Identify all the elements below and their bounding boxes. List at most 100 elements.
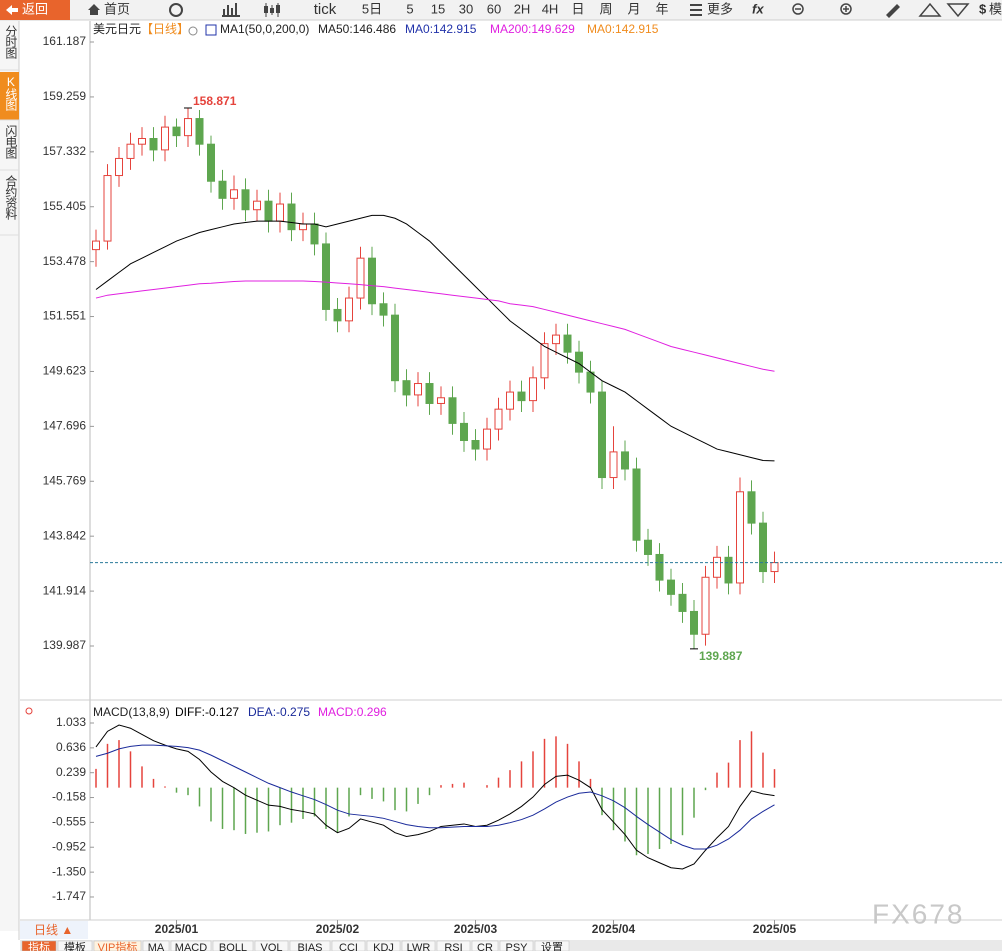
candle-body — [368, 257, 376, 305]
tab-button[interactable] — [289, 940, 331, 951]
y-tick-label: 147.696 — [43, 419, 87, 433]
period-button[interactable]: 60 — [487, 1, 501, 16]
more-label[interactable]: 更多 — [707, 1, 733, 16]
last-label[interactable]: 模 — [989, 1, 1002, 16]
period-button[interactable]: 周 — [599, 1, 612, 16]
zoom-in-icon[interactable] — [840, 3, 852, 15]
sidebar-item[interactable]: K线图 — [4, 75, 18, 111]
diff-legend: DIFF:-0.127 — [175, 705, 239, 719]
sidebar-active — [0, 72, 19, 120]
tab-label[interactable]: KDJ — [373, 942, 394, 951]
legend-name: DEA — [248, 705, 273, 719]
candle-body — [184, 118, 192, 137]
candle-body — [92, 240, 100, 251]
candle-body — [276, 203, 284, 222]
candle-body — [667, 579, 675, 595]
watermark: FX678 — [872, 898, 965, 929]
macd-settings-icon[interactable] — [25, 707, 33, 715]
candle-body — [253, 200, 261, 211]
up-icon[interactable] — [918, 2, 942, 17]
candle-body — [609, 451, 618, 479]
tab-button[interactable] — [21, 940, 57, 951]
candle-body — [310, 223, 319, 245]
tab-label[interactable]: RSI — [444, 942, 462, 951]
tab-label[interactable]: 设置 — [541, 941, 563, 951]
candle-icon[interactable] — [264, 5, 280, 13]
tab-button[interactable] — [254, 940, 289, 951]
tab-label[interactable]: CCI — [339, 942, 358, 951]
tab-label[interactable]: BIAS — [297, 942, 322, 951]
sidebar-item[interactable]: 闪电图 — [4, 125, 18, 159]
tab-button[interactable] — [499, 940, 534, 951]
back-button[interactable] — [0, 0, 70, 20]
y-tick-label: -0.158 — [52, 790, 86, 804]
legend-value: 149.629 — [531, 22, 575, 36]
chart-icon[interactable] — [222, 3, 240, 17]
indicator-icon[interactable] — [205, 24, 217, 36]
candle-body — [598, 391, 606, 479]
more-icon — [690, 4, 702, 16]
tab-label[interactable]: VIP指标 — [98, 940, 138, 951]
tab-label[interactable]: MACD — [175, 942, 207, 951]
home-icon — [88, 4, 100, 15]
period-button[interactable]: 5日 — [362, 1, 382, 16]
sidebar-item[interactable]: 合约资料 — [4, 174, 18, 220]
tab-button[interactable] — [534, 940, 570, 951]
zoom-out-icon[interactable] — [792, 3, 804, 15]
low-label: 139.887 — [699, 649, 743, 663]
tab-label[interactable]: PSY — [505, 942, 528, 951]
period-button[interactable]: 月 — [627, 1, 640, 16]
period-tab[interactable] — [20, 921, 88, 939]
tab-button[interactable] — [366, 940, 401, 951]
tab-button[interactable] — [401, 940, 436, 951]
period-button[interactable]: 日 — [571, 1, 584, 16]
period-button[interactable]: 4H — [542, 1, 559, 16]
period-button[interactable]: 年 — [655, 1, 668, 16]
candle-body — [172, 126, 181, 137]
down-icon[interactable] — [946, 3, 970, 18]
tab-button[interactable] — [142, 940, 170, 951]
tab-button[interactable] — [471, 940, 499, 951]
ma0-legend: MA0:142.915 — [405, 22, 477, 36]
candle-body — [126, 143, 135, 159]
legend-value: 146.486 — [353, 22, 397, 36]
tab-label[interactable]: 指标 — [28, 940, 50, 951]
period-button[interactable]: 5 — [406, 1, 413, 16]
candle-body — [138, 137, 146, 145]
tab-button[interactable] — [436, 940, 471, 951]
tab-button[interactable] — [212, 940, 254, 951]
tab-label[interactable]: BOLL — [219, 942, 247, 951]
tab-label[interactable]: VOL — [260, 942, 282, 951]
sidebar-item[interactable]: 分时图 — [4, 25, 18, 59]
candle-body — [391, 314, 399, 382]
candle-body — [425, 383, 434, 404]
back-label[interactable]: 返回 — [22, 1, 48, 16]
candle-body — [586, 371, 595, 393]
home-label[interactable]: 首页 — [104, 1, 130, 16]
period-button[interactable]: 2H — [514, 1, 531, 16]
legend-toggle[interactable] — [188, 26, 198, 36]
tab-button[interactable] — [170, 940, 212, 951]
tab-button[interactable] — [93, 940, 142, 951]
tab-button[interactable] — [57, 940, 93, 951]
tab-label[interactable]: CR — [477, 942, 493, 951]
ma0-legend: MA0:142.915 — [587, 22, 659, 36]
period-button[interactable]: tick — [314, 1, 337, 18]
candle-body — [218, 180, 227, 199]
tab-label[interactable]: LWR — [407, 942, 431, 951]
tab-label[interactable]: 模板 — [64, 940, 86, 951]
draw-icon[interactable] — [886, 4, 900, 18]
period-button[interactable]: 30 — [459, 1, 473, 16]
refresh-icon[interactable] — [169, 3, 183, 17]
formula-icon[interactable]: fx — [752, 1, 764, 16]
dollar-icon[interactable]: $ — [979, 1, 987, 16]
tab-button[interactable] — [331, 940, 366, 951]
macd-title: MACD(13,8,9) — [93, 705, 170, 719]
period-tab-label[interactable]: 日线 ▲ — [34, 923, 73, 937]
candle-body — [471, 440, 480, 450]
y-tick-label: -0.555 — [52, 815, 86, 829]
candle-body — [552, 334, 560, 345]
period-button[interactable]: 15 — [431, 1, 445, 16]
candle-body — [747, 491, 756, 524]
tab-label[interactable]: MA — [148, 942, 165, 951]
